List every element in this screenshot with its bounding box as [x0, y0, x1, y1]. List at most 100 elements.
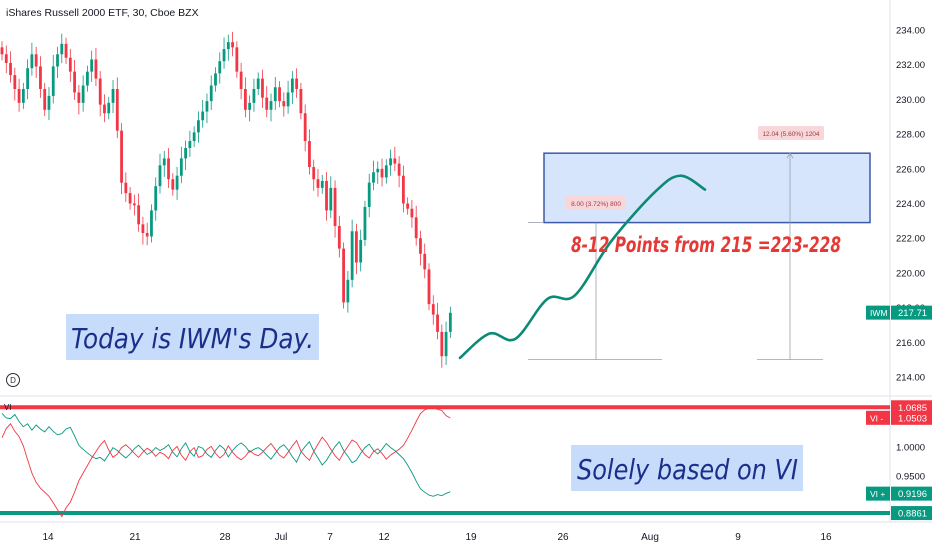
candle-body: [303, 113, 307, 142]
last-price-tag-prefix: IWM: [870, 308, 887, 318]
mid-label-bg: [565, 196, 626, 210]
vi-tick-label: 1.0000: [896, 443, 925, 454]
candle-body: [278, 87, 281, 102]
candle-body: [427, 269, 431, 305]
candle-body: [337, 226, 341, 249]
candle-body: [68, 57, 72, 72]
candle-body: [13, 75, 17, 89]
candle-body: [162, 158, 166, 166]
candle-body: [39, 66, 42, 89]
projected-path-line: [458, 174, 707, 360]
candle-body: [231, 42, 234, 48]
candle-body: [248, 102, 252, 110]
vi-plus-line: [1, 413, 451, 497]
time-tick-label: 7: [327, 532, 333, 543]
vi-minus-line: [1, 407, 451, 518]
top-label-bg: [758, 126, 824, 140]
top-measure-label: 12.04 (5.60%) 1204: [762, 131, 819, 138]
target-range-box: [543, 152, 871, 224]
candle-body: [4, 54, 8, 63]
candle-body: [51, 66, 55, 96]
data-window-icon[interactable]: [6, 373, 20, 387]
target-annotation: 8-12 Points from 215 =223-228: [571, 233, 841, 257]
time-tick-label: 19: [465, 532, 477, 543]
candle-body: [158, 165, 162, 187]
candle-body: [363, 206, 367, 240]
vi-annotation-bg: [571, 445, 803, 491]
projected-path: [458, 174, 707, 360]
price-tick-label: 232.00: [896, 60, 925, 71]
candle-body: [171, 179, 175, 190]
candle-body: [90, 59, 94, 72]
candle-body: [333, 187, 337, 227]
candle-body: [145, 232, 149, 237]
candle-body: [120, 130, 123, 183]
candle-body: [47, 95, 51, 110]
candle-body: [43, 88, 47, 110]
candle-body: [355, 231, 358, 263]
candle-body: [94, 59, 98, 79]
vi-upper-tag-bg: [891, 400, 932, 415]
candle-body: [448, 312, 452, 332]
candle-body: [325, 180, 328, 211]
candle-body: [209, 85, 213, 102]
time-tick-label: 16: [820, 532, 832, 543]
time-tick-label: 28: [219, 532, 231, 543]
candle-body: [64, 43, 68, 58]
candle-body: [431, 304, 435, 315]
candle-body: [419, 238, 422, 254]
candle-body: [107, 102, 111, 114]
candle-body: [312, 167, 316, 180]
candle-body: [359, 239, 363, 263]
candle-body: [17, 88, 21, 103]
candle-body: [86, 71, 89, 86]
last-price-tag: 217.71: [898, 308, 927, 319]
mid-measure-label: 8.00 (3.72%) 800: [571, 201, 621, 208]
price-tick-label: 230.00: [896, 95, 925, 106]
candle-body: [137, 205, 141, 225]
candle-body: [367, 182, 371, 207]
candle-body: [423, 253, 427, 270]
candle-body: [235, 47, 239, 72]
candle-body: [56, 54, 59, 67]
vi-lower-tag-bg: [891, 506, 932, 521]
last-price-tag-prefix-bg: [866, 305, 890, 320]
candle-body: [282, 101, 286, 107]
vi-tick-label: 0.9500: [896, 472, 925, 483]
candle-body: [115, 88, 119, 131]
candle-body: [308, 141, 311, 168]
candle-body: [26, 68, 30, 89]
measure-arrowhead: [786, 152, 794, 159]
candle-body: [290, 78, 294, 93]
vi-annotation: Solely based on VI: [577, 453, 798, 486]
candle-body: [440, 331, 444, 357]
candle-body: [410, 208, 414, 218]
candle-body: [222, 49, 226, 62]
candle-body: [150, 210, 153, 237]
candle-body: [9, 62, 12, 76]
candle-body: [0, 47, 4, 55]
candle-body: [141, 224, 145, 233]
time-tick-label: 12: [378, 532, 390, 543]
candle-body: [389, 158, 392, 166]
candle-body: [350, 231, 354, 280]
candle-body: [132, 203, 136, 206]
vi-panel: VI: [0, 403, 890, 518]
price-tick-label: 214.00: [896, 373, 925, 384]
candle-body: [239, 71, 243, 89]
candle-body: [98, 78, 102, 105]
candle-body: [77, 92, 81, 103]
time-tick-label: 26: [557, 532, 569, 543]
candle-body: [21, 88, 25, 103]
candle-body: [214, 73, 217, 86]
candle-body: [60, 43, 64, 55]
candle-body: [299, 88, 303, 114]
candle-body: [397, 163, 401, 176]
candle-body: [175, 175, 179, 190]
candle-body: [256, 78, 260, 89]
time-tick-label: Jul: [275, 532, 288, 543]
price-tick-label: 224.00: [896, 199, 925, 210]
